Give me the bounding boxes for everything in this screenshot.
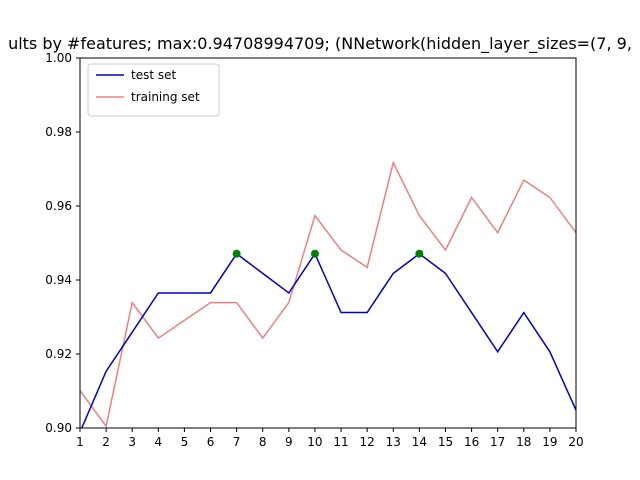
x-tick-label: 7 <box>233 435 241 449</box>
x-tick-label: 11 <box>333 435 348 449</box>
x-tick-label: 1 <box>76 435 84 449</box>
y-axis: 0.90 0.92 0.94 0.96 0.98 1.00 <box>45 51 80 435</box>
legend-box <box>87 63 220 117</box>
x-tick-label: 12 <box>360 435 375 449</box>
x-tick-label: 6 <box>207 435 215 449</box>
y-tick-label: 1.00 <box>45 51 72 65</box>
legend-label: training set <box>131 90 200 104</box>
legend: test set training set <box>87 63 220 117</box>
x-tick-label: 8 <box>259 435 267 449</box>
legend-label: test set <box>131 68 176 82</box>
x-tick-label: 20 <box>568 435 583 449</box>
x-tick-label: 19 <box>542 435 557 449</box>
x-tick-label: 17 <box>490 435 505 449</box>
y-tick-label: 0.90 <box>45 421 72 435</box>
y-tick-label: 0.96 <box>45 199 72 213</box>
x-tick-label: 5 <box>181 435 189 449</box>
x-tick-label: 16 <box>464 435 479 449</box>
y-tick-label: 0.98 <box>45 125 72 139</box>
max-marker <box>415 249 424 258</box>
x-tick-label: 9 <box>285 435 293 449</box>
x-tick-label: 4 <box>154 435 162 449</box>
x-axis: 1 2 3 4 5 6 7 8 9 10 11 12 13 14 15 16 17 18 19 20 <box>76 428 584 449</box>
max-marker <box>232 249 241 258</box>
x-tick-label: 10 <box>307 435 322 449</box>
x-tick-label: 15 <box>438 435 453 449</box>
x-tick-label: 3 <box>128 435 136 449</box>
y-tick-label: 0.92 <box>45 347 72 361</box>
x-tick-label: 2 <box>102 435 110 449</box>
chart-title: ults by #features; max:0.94708994709; (N… <box>8 34 632 54</box>
x-tick-label: 13 <box>386 435 401 449</box>
plot-frame <box>79 57 577 429</box>
series-line-training-set <box>80 160 576 428</box>
series-line-test-set <box>80 252 576 428</box>
x-tick-label: 14 <box>412 435 427 449</box>
x-tick-label: 18 <box>516 435 531 449</box>
max-marker <box>310 249 319 258</box>
y-tick-label: 0.94 <box>45 273 72 287</box>
